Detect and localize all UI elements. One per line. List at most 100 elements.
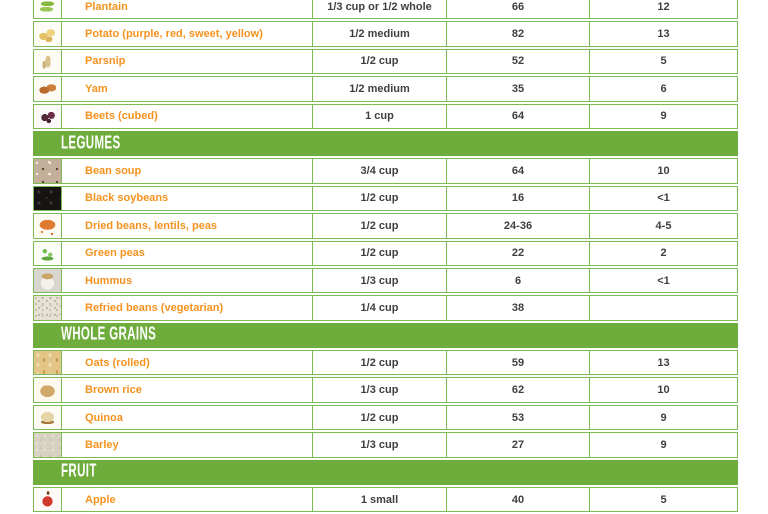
food-name: Potato (purple, red, sweet, yellow) [61, 21, 313, 47]
gl-value: 2 [589, 240, 738, 266]
gi-value: 38 [446, 295, 590, 321]
food-icon-cell [33, 213, 62, 239]
food-icon-cell [33, 0, 62, 20]
gi-value: 6 [446, 267, 590, 294]
gl-value: 10 [589, 158, 738, 184]
table-row: Oats (rolled) 1/2 cup 59 13 [33, 350, 738, 376]
bean-soup-icon [34, 159, 61, 183]
food-icon-cell [33, 432, 62, 458]
section-header-label: FRUIT [61, 461, 97, 482]
gl-value: 9 [589, 432, 738, 458]
gi-table: Plantain 1/3 cup or 1/2 whole 66 12 Pota… [33, 0, 738, 514]
gi-value: 66 [446, 0, 590, 20]
table-row: Barley 1/3 cup 27 9 [33, 432, 738, 458]
gi-value: 59 [446, 350, 590, 376]
serving-size: 1/3 cup or 1/2 whole [312, 0, 447, 20]
serving-size: 1/2 cup [312, 350, 447, 376]
hummus-icon [34, 268, 61, 293]
food-name: Beets (cubed) [61, 103, 313, 129]
food-name: Refried beans (vegetarian) [61, 295, 313, 321]
gi-value: 64 [446, 103, 590, 129]
gl-value: 12 [589, 0, 738, 20]
serving-size: 1/3 cup [312, 432, 447, 458]
food-icon-cell [33, 158, 62, 184]
gi-value: 62 [446, 377, 590, 403]
food-icon-cell [33, 267, 62, 294]
refried-beans-icon [34, 296, 61, 320]
gl-value [589, 295, 738, 321]
gl-value: 9 [589, 103, 738, 129]
food-name: Barley [61, 432, 313, 458]
food-name: Yam [61, 76, 313, 102]
table-row: Potato (purple, red, sweet, yellow) 1/2 … [33, 21, 738, 47]
plantain-icon [34, 0, 61, 19]
serving-size: 1/2 medium [312, 21, 447, 47]
food-name: Oats (rolled) [61, 350, 313, 376]
gi-value: 82 [446, 21, 590, 47]
section-header-label: WHOLE GRAINS [61, 324, 157, 345]
gi-value: 53 [446, 404, 590, 431]
gl-value: <1 [589, 185, 738, 212]
food-name: Dried beans, lentils, peas [61, 213, 313, 239]
serving-size: 1/2 cup [312, 404, 447, 431]
gi-value: 52 [446, 48, 590, 75]
food-icon-cell [33, 185, 62, 212]
gi-value: 22 [446, 240, 590, 266]
oats-icon [34, 351, 61, 375]
table-row: Yam 1/2 medium 35 6 [33, 76, 738, 102]
gl-value: 4-5 [589, 213, 738, 239]
serving-size: 1/3 cup [312, 267, 447, 294]
barley-icon [34, 433, 61, 457]
food-icon-cell [33, 240, 62, 266]
food-icon-cell [33, 103, 62, 129]
food-icon-cell [33, 377, 62, 403]
food-icon-cell [33, 21, 62, 47]
section-header: FRUIT [33, 459, 738, 486]
gl-value: 5 [589, 48, 738, 75]
gl-value: <1 [589, 267, 738, 294]
table-row: Quinoa 1/2 cup 53 9 [33, 404, 738, 431]
black-soybeans-icon [34, 186, 61, 211]
quinoa-icon [34, 405, 61, 430]
yam-icon [34, 77, 61, 101]
gi-value: 24-36 [446, 213, 590, 239]
table-row: Plantain 1/3 cup or 1/2 whole 66 12 [33, 0, 738, 20]
glycemic-index-infographic-page: Plantain 1/3 cup or 1/2 whole 66 12 Pota… [33, 0, 738, 513]
serving-size: 3/4 cup [312, 158, 447, 184]
table-row: Refried beans (vegetarian) 1/4 cup 38 [33, 295, 738, 321]
food-icon-cell [33, 48, 62, 75]
section-header: WHOLE GRAINS [33, 322, 738, 349]
beets-icon [34, 104, 61, 128]
green-peas-icon [34, 241, 61, 265]
serving-size: 1/2 medium [312, 76, 447, 102]
gl-value: 13 [589, 350, 738, 376]
serving-size: 1/2 cup [312, 185, 447, 212]
food-name: Black soybeans [61, 185, 313, 212]
table-row: Dried beans, lentils, peas 1/2 cup 24-36… [33, 213, 738, 239]
table-row: Parsnip 1/2 cup 52 5 [33, 48, 738, 75]
dried-beans-icon [34, 214, 61, 238]
brown-rice-icon [34, 378, 61, 402]
food-name: Plantain [61, 0, 313, 20]
table-row: Brown rice 1/3 cup 62 10 [33, 377, 738, 403]
potato-icon [34, 22, 61, 46]
serving-size: 1/2 cup [312, 240, 447, 266]
food-name: Bean soup [61, 158, 313, 184]
table-row: Beets (cubed) 1 cup 64 9 [33, 103, 738, 129]
food-icon-cell [33, 404, 62, 431]
gi-value: 64 [446, 158, 590, 184]
section-header: LEGUMES [33, 130, 738, 157]
table-row: Green peas 1/2 cup 22 2 [33, 240, 738, 266]
gi-value: 27 [446, 432, 590, 458]
table-row: Hummus 1/3 cup 6 <1 [33, 267, 738, 294]
table-row: Bean soup 3/4 cup 64 10 [33, 158, 738, 184]
section-header-label: LEGUMES [61, 133, 121, 154]
table-row: Black soybeans 1/2 cup 16 <1 [33, 185, 738, 212]
gi-value: 35 [446, 76, 590, 102]
serving-size: 1/2 cup [312, 48, 447, 75]
food-name: Parsnip [61, 48, 313, 75]
gl-value: 10 [589, 377, 738, 403]
food-name: Quinoa [61, 404, 313, 431]
food-name: Brown rice [61, 377, 313, 403]
gl-value: 6 [589, 76, 738, 102]
